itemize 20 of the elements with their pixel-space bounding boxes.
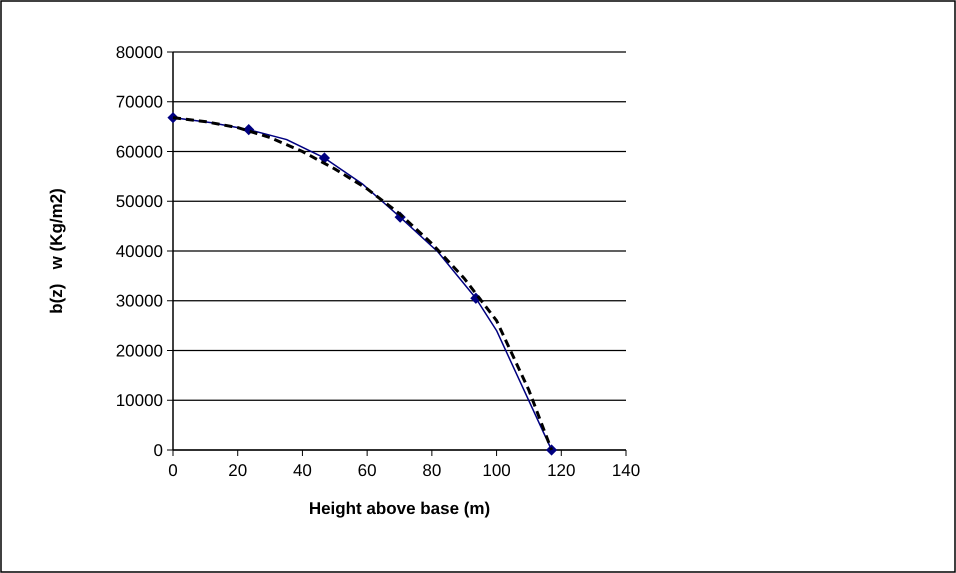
point bbox=[318, 152, 330, 164]
x-tick-label: 140 bbox=[612, 461, 640, 480]
y-tick-label: 40000 bbox=[116, 242, 163, 261]
y-tick-label: 60000 bbox=[116, 142, 163, 162]
y-tick-label: 10000 bbox=[116, 391, 163, 410]
x-tick-label: 40 bbox=[292, 461, 312, 480]
x-tick-label: 120 bbox=[547, 461, 576, 480]
y-tick-label: 70000 bbox=[116, 92, 163, 112]
x-tick-label: 100 bbox=[482, 461, 511, 480]
y-tick-label: 30000 bbox=[116, 292, 163, 311]
y-axis-title: b(z) w (Kg/m2) bbox=[47, 188, 66, 314]
x-tick-label: 20 bbox=[228, 461, 248, 480]
x-tick-label: 80 bbox=[422, 461, 442, 480]
x-axis-title: Height above base (m) bbox=[308, 499, 490, 518]
y-tick-label: 80000 bbox=[116, 42, 163, 62]
y-tick-label: 50000 bbox=[116, 192, 163, 212]
y-tick-label: 0 bbox=[154, 440, 163, 460]
x-tick-label: 0 bbox=[168, 461, 178, 480]
y-tick-label: 20000 bbox=[116, 341, 163, 360]
x-tick-label: 60 bbox=[358, 461, 377, 480]
